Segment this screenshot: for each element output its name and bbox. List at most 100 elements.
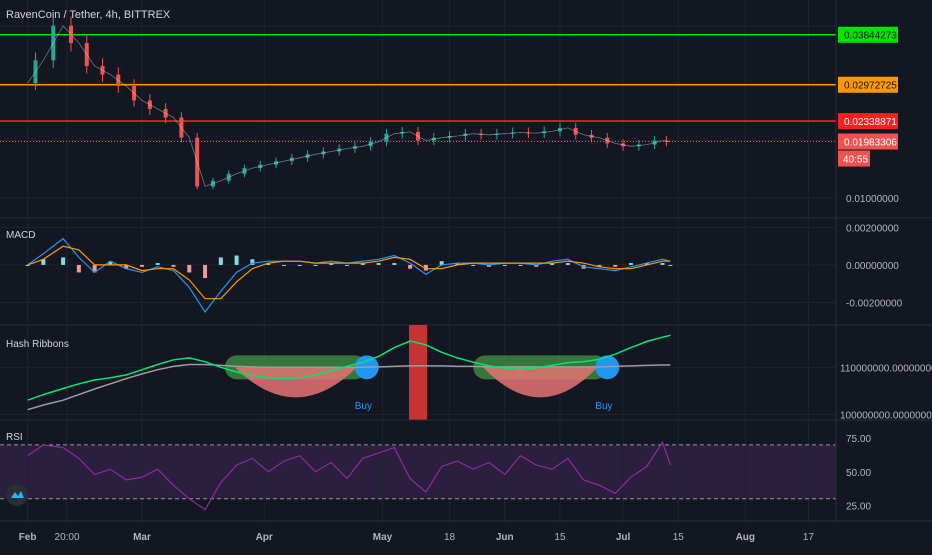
macd-histogram-bar (187, 264, 192, 273)
macd-histogram-bar (423, 264, 428, 271)
hash-y-tick: 100000000.00000000 (840, 410, 932, 421)
macd-histogram-bar (124, 264, 129, 269)
macd-histogram-bar (534, 264, 539, 267)
price-level-badge (838, 76, 898, 93)
time-axis-tick: Jun (496, 532, 514, 543)
price-level-lines (0, 33, 836, 143)
rsi-y-ticks: 75.00 50.00 25.00 (846, 434, 871, 512)
macd-histogram-bar (668, 264, 673, 266)
price-level-label: 0.01983306 (844, 138, 897, 149)
price-series-line (27, 25, 671, 187)
macd-histogram-bar (613, 264, 618, 267)
macd-line (27, 237, 671, 313)
time-axis-tick: 20:00 (55, 532, 80, 543)
tradingview-logo-icon (11, 491, 24, 498)
macd-histogram-bar (628, 263, 633, 265)
macd-histogram-bar (345, 264, 350, 266)
chart-title: RavenCoin / Tether, 4h, BITTREX (6, 9, 171, 21)
macd-y-ticks: 0.00200000 0.00000000 -0.00200000 (846, 223, 903, 309)
macd-histogram (25, 255, 673, 279)
macd-histogram-bar (660, 263, 665, 265)
macd-histogram-bar (644, 263, 649, 265)
hash-y-ticks: 110000000.00000000 100000000.00000000 (840, 363, 932, 421)
macd-y-tick: 0.00000000 (846, 261, 899, 272)
hash-y-tick: 110000000.00000000 (840, 363, 932, 374)
price-level-labels: 0.03844273 0.02972725 0.02338871 0.01983306… (838, 26, 899, 205)
price-pane: 0.03844273 0.02972725 0.02338871 0.01983306… (0, 0, 899, 218)
rsi-band (0, 444, 836, 499)
capitulation-dip (483, 367, 598, 398)
price-y-tick: 0.01000000 (846, 194, 899, 205)
rsi-y-tick: 50.00 (846, 468, 871, 479)
buy-signal-label: Buy (355, 401, 372, 412)
price-level-badge (838, 26, 898, 43)
macd-histogram-bar (155, 263, 160, 265)
macd-histogram-bar (565, 263, 570, 265)
time-axis-tick: Jul (616, 532, 631, 543)
macd-histogram-bar (360, 263, 365, 265)
price-level-badge (838, 133, 898, 150)
macd-title: MACD (6, 230, 35, 241)
macd-histogram-bar (597, 264, 602, 267)
macd-histogram-bar (108, 261, 113, 265)
macd-y-tick: -0.00200000 (846, 298, 903, 309)
time-axis-tick: Apr (256, 532, 273, 543)
macd-histogram-bar (502, 264, 507, 266)
rsi-y-tick: 75.00 (846, 434, 871, 445)
time-axis[interactable]: Feb 20:00 Mar Apr May 18 Jun 15 Jul 15 Aug 17 (19, 532, 815, 543)
macd-grid (0, 218, 836, 325)
rsi-pane: 75.00 50.00 25.00 RSI (0, 420, 871, 521)
macd-histogram-bar (455, 263, 460, 265)
time-axis-tick: 17 (803, 532, 815, 543)
macd-histogram-bar (550, 263, 555, 265)
buy-signal-label: Buy (595, 401, 612, 412)
macd-histogram-bar (376, 263, 381, 265)
rsi-line (27, 440, 671, 511)
hash-fast-line (27, 334, 671, 401)
macd-histogram-bar (408, 264, 413, 269)
time-axis-tick: May (373, 532, 393, 543)
macd-histogram-bar (297, 264, 302, 266)
price-level-label: 0.02972725 (844, 81, 897, 92)
countdown-label: 40:55 (843, 155, 868, 166)
countdown-badge (838, 150, 870, 167)
macd-histogram-bar (203, 264, 208, 279)
rsi-grid (0, 420, 836, 521)
time-axis-tick: 15 (554, 532, 566, 543)
hash-ribbons-pane: Buy Buy 110000000.00000000 100000000.00000… (0, 325, 932, 421)
macd-signal-line (27, 245, 671, 300)
macd-histogram-bar (471, 264, 476, 266)
price-grid (0, 0, 836, 218)
macd-histogram-bar (76, 264, 81, 273)
capitulation-bar (409, 325, 427, 420)
time-axis-tick: Mar (133, 532, 151, 543)
macd-histogram-bar (139, 264, 144, 267)
macd-y-tick: 0.00200000 (846, 223, 899, 234)
macd-histogram-bar (313, 264, 318, 266)
capitulation-dip (234, 367, 357, 398)
macd-pane: 0.00200000 0.00000000 -0.00200000 MACD (0, 218, 903, 325)
macd-histogram-bar (61, 257, 66, 265)
hash-buy-signals: Buy Buy (355, 401, 613, 412)
hash-ribbons-title: Hash Ribbons (6, 339, 69, 350)
macd-histogram-bar (171, 264, 176, 267)
macd-histogram-bar (518, 264, 523, 266)
macd-histogram-bar (266, 263, 271, 265)
macd-histogram-bar (439, 261, 444, 265)
macd-histogram-bar (218, 257, 223, 265)
macd-histogram-bar (41, 259, 46, 265)
time-axis-tick: 15 (673, 532, 685, 543)
rsi-title: RSI (6, 432, 23, 443)
macd-histogram-bar (250, 259, 255, 265)
price-level-badge (838, 113, 898, 130)
hash-slow-line (27, 363, 671, 411)
macd-histogram-bar (92, 264, 97, 273)
macd-histogram-bar (392, 263, 397, 265)
time-axis-tick: Aug (736, 532, 755, 543)
macd-histogram-bar (234, 255, 239, 265)
price-level-label: 0.03844273 (844, 31, 897, 42)
tradingview-logo-button[interactable] (6, 484, 28, 506)
time-axis-tick: 18 (444, 532, 456, 543)
